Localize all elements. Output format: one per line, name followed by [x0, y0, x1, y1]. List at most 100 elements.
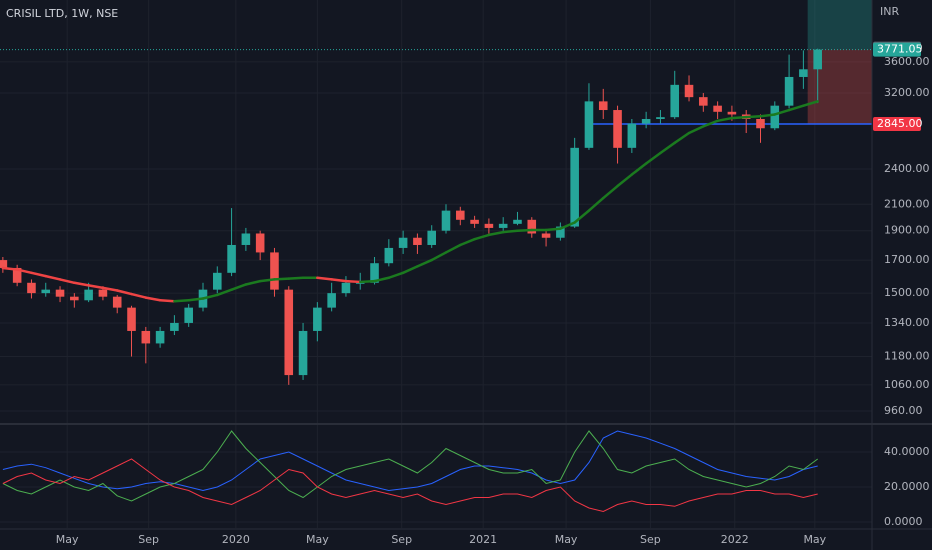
x-tick-label: May — [306, 533, 329, 546]
moving-average-segment — [702, 119, 719, 128]
moving-average-segment — [173, 299, 190, 303]
candle-body — [670, 84, 680, 118]
candle-body — [756, 118, 765, 129]
moving-average-segment — [444, 243, 462, 254]
x-tick-label: May — [56, 533, 79, 546]
candle-body — [284, 289, 294, 376]
grid — [0, 0, 872, 528]
moving-average-segment — [559, 221, 576, 230]
candle-body — [27, 282, 36, 294]
moving-average-segment — [387, 271, 405, 280]
candle-body — [513, 219, 522, 224]
y-tick-label: 2100.00 — [884, 197, 930, 210]
x-tick-label: 2022 — [721, 533, 749, 546]
candle-body — [0, 260, 8, 268]
moving-average-segment — [416, 258, 433, 268]
candle-body — [584, 101, 594, 148]
candle-body — [298, 330, 308, 376]
indicator-line — [2, 458, 818, 513]
moving-average-segment — [58, 278, 76, 285]
moving-average-segment — [501, 229, 519, 234]
y-tick-label: 1340.00 — [884, 316, 930, 329]
moving-average-segment — [687, 125, 705, 135]
moving-average-segment — [616, 173, 634, 188]
candle-body — [341, 282, 351, 294]
candle-body — [170, 322, 179, 331]
moving-average-segment — [573, 209, 591, 224]
chart-title: CRISIL LTD, 1W, NSE — [6, 7, 118, 20]
candle-body — [355, 282, 365, 284]
y-tick-label: 40.0000 — [884, 445, 930, 458]
moving-average-segment — [316, 276, 333, 281]
indicator-line — [2, 430, 818, 502]
candle-body — [684, 84, 694, 98]
candle-body — [799, 69, 808, 77]
candle-body — [370, 263, 379, 283]
moving-average-segment — [1, 266, 19, 271]
moving-average-segment — [101, 286, 119, 292]
y-tick-label: 1060.00 — [884, 378, 930, 391]
x-tick-label: May — [555, 533, 578, 546]
moving-average-segment — [287, 276, 305, 280]
candle-body — [70, 296, 79, 301]
price-label: 3771.05 — [877, 43, 923, 56]
moving-average-segment — [216, 288, 233, 297]
price-label: 2845.00 — [877, 117, 923, 130]
candle-body — [398, 237, 408, 248]
y-tick-label: 3200.00 — [884, 86, 930, 99]
candle-body — [613, 110, 622, 148]
moving-average-segment — [544, 227, 562, 232]
y-tick-label: 2400.00 — [884, 162, 930, 175]
candle-body — [184, 307, 193, 323]
moving-average-segment — [659, 141, 676, 155]
price-label-box — [873, 42, 921, 57]
moving-average-segment — [201, 293, 219, 300]
candle-body — [112, 296, 122, 308]
moving-average-segment — [358, 279, 376, 284]
y-tick-label: 0.0000 — [884, 515, 923, 528]
candle-body — [41, 289, 51, 294]
moving-average-segment — [44, 274, 62, 281]
candle-body — [427, 230, 436, 245]
moving-average-segment — [273, 277, 291, 281]
candle-body — [813, 49, 822, 70]
candle-body — [527, 219, 537, 234]
moving-average-segment — [73, 281, 90, 287]
price-label-box — [873, 117, 921, 132]
moving-average-segment — [787, 104, 805, 112]
y-tick-label: 3600.00 — [884, 55, 930, 68]
x-tick-label: Sep — [138, 533, 159, 546]
moving-average-segment — [802, 100, 819, 107]
candle-body — [313, 307, 322, 331]
currency: INR — [880, 5, 899, 18]
candle-body — [656, 117, 665, 119]
y-tick-label: 1700.00 — [884, 253, 930, 266]
candle-body — [155, 330, 165, 344]
y-tick-label: 1900.00 — [884, 224, 930, 237]
candle-body — [441, 210, 451, 231]
moving-average-segment — [759, 113, 777, 118]
moving-average-segment — [187, 297, 205, 302]
moving-average-segment — [602, 184, 619, 200]
candle-body — [55, 289, 65, 297]
candle-body — [227, 244, 236, 273]
position-target-zone — [807, 0, 872, 50]
candle-body — [570, 147, 579, 227]
moving-average-segment — [459, 237, 476, 247]
candle-body — [770, 105, 780, 129]
y-tick-label: 960.00 — [884, 404, 923, 417]
candle-body — [784, 76, 794, 106]
moving-average-segment — [244, 279, 262, 286]
moving-average-segment — [401, 265, 419, 275]
plot — [0, 0, 872, 513]
x-tick-label: 2020 — [222, 533, 250, 546]
moving-average-segment — [158, 299, 176, 303]
y-tick-label: 1500.00 — [884, 286, 930, 299]
candle-body — [212, 272, 222, 290]
candle-body — [470, 219, 479, 224]
candle-body — [141, 330, 151, 344]
candle-body — [327, 293, 336, 308]
indicator-line — [2, 430, 818, 492]
moving-average-segment — [330, 278, 348, 283]
